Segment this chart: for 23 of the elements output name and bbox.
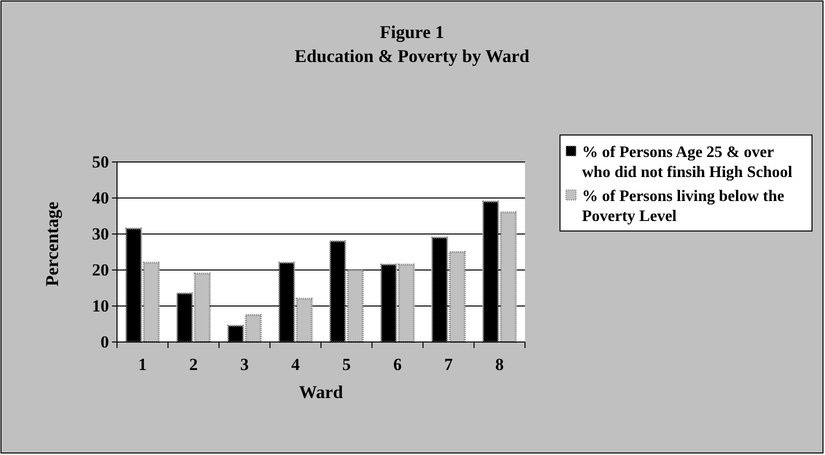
y-tick-label: 0 xyxy=(100,332,109,352)
y-axis-title: Percentage xyxy=(42,202,62,286)
legend-label: % of Persons Age 25 & over who did not finsih High School xyxy=(582,144,793,181)
legend-label: % of Persons living below the Poverty Level xyxy=(582,188,784,225)
x-axis-title: Ward xyxy=(298,382,344,402)
bar xyxy=(244,314,262,343)
x-tick-label: 2 xyxy=(189,355,198,374)
x-tick-label: 6 xyxy=(393,355,402,374)
x-tick-label: 1 xyxy=(138,355,147,374)
bar xyxy=(194,272,211,343)
y-tick-label: 30 xyxy=(92,224,109,244)
y-tick-label: 20 xyxy=(92,260,109,280)
y-tick-label: 50 xyxy=(92,152,109,172)
bar xyxy=(346,269,364,343)
x-tick-label: 8 xyxy=(495,355,504,374)
x-tick-label: 3 xyxy=(240,355,249,374)
y-tick-label: 40 xyxy=(92,188,109,208)
x-tick-label: 7 xyxy=(444,355,454,374)
x-tick-label: 4 xyxy=(291,355,300,374)
chart-title: Figure 1 xyxy=(380,22,444,42)
y-tick-label: 10 xyxy=(92,296,109,316)
chart-subtitle: Education & Poverty by Ward xyxy=(294,46,530,66)
x-tick-label: 5 xyxy=(342,355,351,374)
